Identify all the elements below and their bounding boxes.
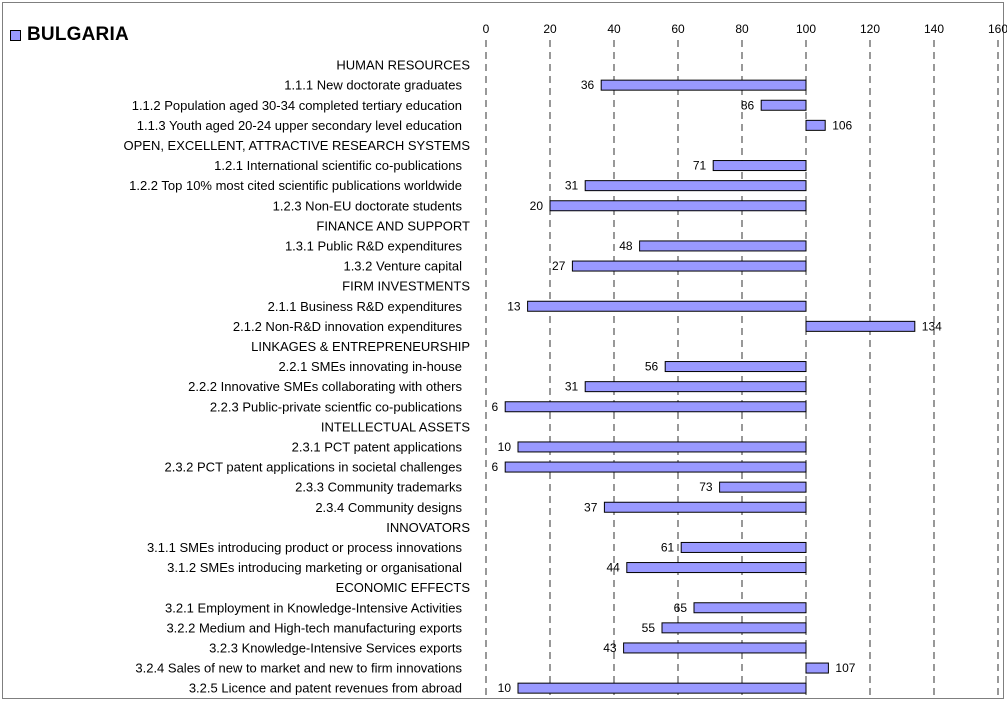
row-label: 2.2.1 SMEs innovating in-house bbox=[278, 359, 462, 374]
data-label: 10 bbox=[498, 440, 512, 454]
x-tick-label: 120 bbox=[860, 22, 880, 36]
category-header: FIRM INVESTMENTS bbox=[342, 279, 470, 294]
category-header: INNOVATORS bbox=[386, 520, 470, 535]
data-label: 20 bbox=[530, 199, 544, 213]
x-tick-label: 40 bbox=[607, 22, 621, 36]
row-label: 1.2.3 Non-EU doctorate students bbox=[273, 198, 463, 213]
category-header: HUMAN RESOURCES bbox=[336, 58, 470, 73]
bar bbox=[600, 79, 807, 91]
bar bbox=[712, 160, 807, 172]
category-header: OPEN, EXCELLENT, ATTRACTIVE RESEARCH SYS… bbox=[123, 138, 470, 153]
row-label: 3.2.1 Employment in Knowledge-Intensive … bbox=[165, 600, 462, 615]
legend: BULGARIA bbox=[10, 24, 129, 46]
data-label: 134 bbox=[922, 319, 942, 333]
data-label: 10 bbox=[498, 681, 512, 695]
bar bbox=[805, 320, 916, 332]
row-label: 3.1.1 SMEs introducing product or proces… bbox=[147, 540, 463, 555]
bar bbox=[805, 119, 826, 131]
data-label: 55 bbox=[642, 621, 656, 635]
row-label: 3.2.5 Licence and patent revenues from a… bbox=[189, 681, 462, 696]
data-label: 27 bbox=[552, 259, 566, 273]
data-label: 86 bbox=[741, 98, 755, 112]
category-header: LINKAGES & ENTREPRENEURSHIP bbox=[251, 339, 470, 354]
bar bbox=[549, 200, 807, 212]
row-label: 1.3.1 Public R&D expenditures bbox=[285, 238, 463, 253]
data-label: 48 bbox=[619, 239, 633, 253]
legend-label: BULGARIA bbox=[27, 24, 129, 45]
x-tick-label: 80 bbox=[735, 22, 749, 36]
category-header: INTELLECTUAL ASSETS bbox=[321, 419, 470, 434]
bar bbox=[680, 541, 807, 553]
bar bbox=[639, 240, 807, 252]
row-label: 1.1.3 Youth aged 20-24 upper secondary l… bbox=[137, 118, 462, 133]
data-label: 36 bbox=[581, 78, 595, 92]
data-label: 71 bbox=[693, 159, 707, 173]
bar bbox=[504, 401, 807, 413]
category-header: FINANCE AND SUPPORT bbox=[316, 218, 470, 233]
row-label: 1.2.1 International scientific co-public… bbox=[214, 158, 462, 173]
data-label: 65 bbox=[674, 601, 688, 615]
data-label: 31 bbox=[565, 380, 579, 394]
x-tick-label: 140 bbox=[924, 22, 944, 36]
bar bbox=[693, 602, 807, 614]
data-label: 31 bbox=[565, 179, 579, 193]
row-label: 3.2.2 Medium and High-tech manufacturing… bbox=[166, 620, 462, 635]
row-label: 2.2.2 Innovative SMEs collaborating with… bbox=[188, 379, 462, 394]
data-label: 37 bbox=[584, 500, 598, 514]
bar bbox=[517, 682, 807, 694]
bar bbox=[603, 501, 807, 513]
legend-swatch bbox=[10, 29, 21, 41]
data-label: 107 bbox=[835, 661, 855, 675]
data-label: 56 bbox=[645, 360, 659, 374]
bar bbox=[571, 260, 807, 272]
bar bbox=[584, 381, 807, 393]
x-tick-label: 0 bbox=[483, 22, 490, 36]
x-tick-label: 60 bbox=[671, 22, 685, 36]
row-label: 2.3.3 Community trademarks bbox=[295, 480, 462, 495]
data-label: 61 bbox=[661, 540, 675, 554]
bar bbox=[664, 361, 807, 373]
x-tick-label: 100 bbox=[796, 22, 816, 36]
bar bbox=[527, 300, 807, 312]
row-label: 1.3.2 Venture capital bbox=[343, 259, 462, 274]
row-label: 3.2.3 Knowledge-Intensive Services expor… bbox=[209, 640, 462, 655]
bar bbox=[719, 481, 807, 493]
row-label: 2.1.1 Business R&D expenditures bbox=[268, 299, 463, 314]
data-label: 44 bbox=[606, 561, 620, 575]
x-tick-label: 160 bbox=[988, 22, 1007, 36]
row-label: 1.1.2 Population aged 30-34 completed te… bbox=[132, 98, 462, 113]
row-label: 1.2.2 Top 10% most cited scientific publ… bbox=[129, 178, 462, 193]
data-label: 6 bbox=[492, 400, 499, 414]
data-label: 73 bbox=[699, 480, 713, 494]
bar bbox=[517, 441, 807, 453]
row-label: 3.1.2 SMEs introducing marketing or orga… bbox=[167, 560, 462, 575]
bar bbox=[504, 461, 807, 473]
bar bbox=[626, 562, 807, 574]
category-header: ECONOMIC EFFECTS bbox=[336, 580, 471, 595]
row-label: 2.1.2 Non-R&D innovation expenditures bbox=[233, 319, 463, 334]
bar bbox=[623, 642, 807, 654]
row-label: 2.3.4 Community designs bbox=[315, 500, 462, 515]
data-label: 106 bbox=[832, 118, 852, 132]
bar bbox=[760, 99, 807, 111]
row-label: 1.1.1 New doctorate graduates bbox=[284, 78, 462, 93]
row-label: 2.2.3 Public-private scientfic co-public… bbox=[210, 399, 463, 414]
bar bbox=[661, 622, 807, 634]
bar bbox=[805, 662, 829, 674]
row-label: 2.3.2 PCT patent applications in societa… bbox=[164, 460, 462, 475]
x-tick-label: 20 bbox=[543, 22, 557, 36]
row-label: 3.2.4 Sales of new to market and new to … bbox=[135, 661, 462, 676]
data-label: 43 bbox=[603, 641, 617, 655]
data-label: 13 bbox=[507, 299, 521, 313]
data-label: 6 bbox=[492, 460, 499, 474]
bar bbox=[584, 180, 807, 192]
row-label: 2.3.1 PCT patent applications bbox=[292, 439, 463, 454]
